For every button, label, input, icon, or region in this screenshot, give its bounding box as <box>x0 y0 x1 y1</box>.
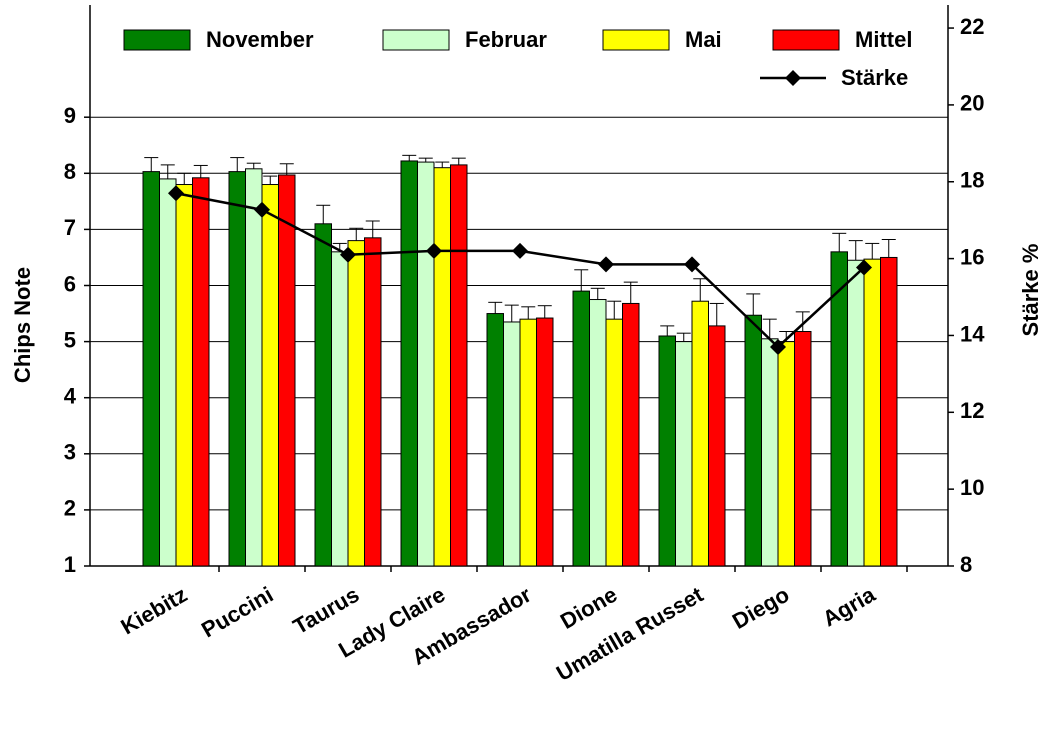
bar <box>450 164 468 567</box>
y2-tick-label: 16 <box>960 244 984 269</box>
bar <box>675 341 693 567</box>
y2-tick-label: 8 <box>960 552 972 577</box>
y2-axis-label: Stärke % <box>1018 244 1043 337</box>
line-marker <box>770 338 786 355</box>
bar <box>622 302 640 567</box>
y-tick-label: 6 <box>64 271 76 296</box>
bar <box>433 167 451 567</box>
bar <box>347 240 365 567</box>
bar <box>228 171 246 567</box>
bar <box>261 184 279 567</box>
y-tick-label: 5 <box>64 327 76 352</box>
line-marker <box>512 242 528 259</box>
y2-tick-label: 22 <box>960 14 984 39</box>
bar <box>417 161 435 567</box>
bar <box>245 168 263 567</box>
bar <box>486 313 504 567</box>
bar <box>794 331 812 567</box>
bar <box>863 258 881 567</box>
y2-tick-label: 20 <box>960 91 984 116</box>
line-marker <box>168 185 184 202</box>
bar <box>400 160 418 567</box>
bar <box>364 237 382 567</box>
bar <box>314 223 332 567</box>
legend-swatch <box>382 29 450 51</box>
bar <box>691 300 709 567</box>
bar <box>658 335 676 567</box>
bar <box>744 314 762 567</box>
legend-label: Mittel <box>855 27 912 52</box>
y-tick-label: 1 <box>64 552 76 577</box>
bar <box>572 290 590 567</box>
legend-marker <box>785 70 801 86</box>
legend-label: Mai <box>685 27 722 52</box>
y2-tick-label: 12 <box>960 398 984 423</box>
y-tick-label: 2 <box>64 496 76 521</box>
bar <box>142 171 160 567</box>
legend-label: Februar <box>465 27 547 52</box>
y-tick-label: 3 <box>64 440 76 465</box>
bar <box>605 318 623 567</box>
legend-swatch <box>123 29 191 51</box>
bar <box>536 317 554 567</box>
y-tick-label: 7 <box>64 215 76 240</box>
bar <box>192 177 210 567</box>
bar <box>175 184 193 567</box>
line-marker <box>856 259 872 276</box>
y-tick-label: 8 <box>64 159 76 184</box>
line-marker <box>684 256 700 273</box>
line-marker <box>340 246 356 263</box>
bar <box>777 341 795 567</box>
y-tick-label: 4 <box>64 384 77 409</box>
line-marker <box>426 242 442 259</box>
y2-tick-label: 18 <box>960 168 984 193</box>
bar <box>761 338 779 567</box>
bar <box>159 178 177 567</box>
legend-label: November <box>206 27 314 52</box>
bar <box>708 325 726 567</box>
legend-swatch <box>772 29 840 51</box>
bar <box>503 321 521 567</box>
bar <box>589 299 607 567</box>
bar <box>880 256 898 567</box>
y-axis-label: Chips Note <box>10 267 35 383</box>
y-tick-label: 9 <box>64 103 76 128</box>
line-marker <box>598 256 614 273</box>
y2-tick-label: 10 <box>960 475 984 500</box>
y2-tick-label: 14 <box>960 321 985 346</box>
legend-label: Stärke <box>841 65 908 90</box>
legend-swatch <box>602 29 670 51</box>
bar <box>830 251 848 567</box>
bar <box>847 259 865 567</box>
bar <box>278 174 296 567</box>
bar <box>331 251 349 567</box>
line-marker <box>254 201 270 218</box>
bar <box>519 318 537 567</box>
